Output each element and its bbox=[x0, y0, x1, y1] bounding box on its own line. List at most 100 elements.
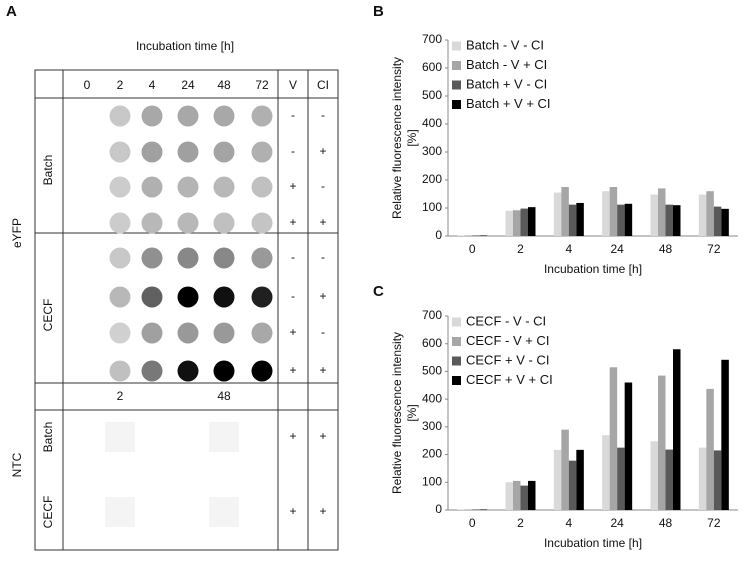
blot-spot bbox=[105, 497, 135, 527]
y-tick-label: 600 bbox=[422, 336, 442, 350]
blot-spot bbox=[141, 141, 163, 163]
x-tick-label: 72 bbox=[707, 242, 721, 256]
x-tick-label: 72 bbox=[707, 516, 721, 530]
legend-swatch bbox=[452, 356, 461, 366]
blot-spot bbox=[209, 422, 239, 452]
x-tick-label: 48 bbox=[659, 516, 673, 530]
ci-sign: + bbox=[319, 144, 326, 158]
y-axis-title: [%] bbox=[405, 129, 419, 146]
panel-label: C bbox=[373, 283, 384, 300]
bar bbox=[698, 447, 707, 510]
blot-spot bbox=[177, 105, 199, 127]
bar bbox=[553, 192, 562, 236]
blot-spot bbox=[109, 360, 131, 382]
bar bbox=[528, 480, 536, 510]
bar bbox=[665, 449, 673, 510]
y-tick-label: 600 bbox=[422, 60, 442, 74]
table-border bbox=[34, 69, 339, 551]
blot-spot bbox=[141, 247, 163, 269]
column-header: V bbox=[289, 78, 297, 92]
blot-spot bbox=[109, 105, 131, 127]
bar bbox=[721, 208, 729, 236]
y-tick-label: 0 bbox=[435, 228, 442, 242]
bar bbox=[561, 187, 569, 236]
blot-spot bbox=[109, 176, 131, 198]
bar bbox=[472, 235, 480, 236]
blot-spot bbox=[109, 322, 131, 344]
blot-spot bbox=[141, 212, 163, 234]
ci-sign: + bbox=[319, 363, 326, 377]
panel-label: A bbox=[6, 3, 17, 20]
blot-spot bbox=[177, 247, 199, 269]
column-header: 48 bbox=[217, 78, 231, 92]
y-tick-label: 500 bbox=[422, 88, 442, 102]
blot-spot bbox=[213, 247, 235, 269]
legend-swatch bbox=[452, 41, 461, 51]
y-tick-label: 200 bbox=[422, 172, 442, 186]
blot-spot bbox=[177, 176, 199, 198]
ci-sign: - bbox=[321, 108, 325, 122]
x-tick-label: 2 bbox=[517, 242, 524, 256]
ci-sign: - bbox=[321, 325, 325, 339]
legend-swatch bbox=[452, 337, 461, 346]
blot-spot bbox=[177, 286, 199, 308]
bar bbox=[624, 382, 633, 510]
v-sign: + bbox=[289, 429, 296, 443]
x-axis-title: Incubation time [h] bbox=[544, 262, 642, 276]
blot-spot bbox=[209, 497, 239, 527]
blot-spot bbox=[141, 105, 163, 127]
bar bbox=[464, 235, 473, 236]
bar bbox=[706, 388, 714, 510]
legend-swatch bbox=[452, 80, 461, 90]
x-axis-title: Incubation time [h] bbox=[544, 536, 642, 550]
table-header: Incubation time [h] bbox=[136, 39, 234, 53]
v-sign: - bbox=[291, 289, 295, 303]
blot-spot bbox=[109, 212, 131, 234]
blot-spot bbox=[109, 247, 131, 269]
bar bbox=[576, 449, 584, 510]
bar bbox=[609, 367, 618, 510]
bar bbox=[713, 206, 722, 236]
blot-spot bbox=[251, 176, 273, 198]
bar bbox=[479, 509, 488, 510]
legend-label: CECF - V + CI bbox=[466, 333, 549, 348]
bar bbox=[568, 460, 577, 510]
y-axis-title: [%] bbox=[405, 404, 419, 421]
legend-label: CECF + V + CI bbox=[466, 372, 553, 387]
y-tick-label: 400 bbox=[422, 391, 442, 405]
bar bbox=[650, 194, 658, 236]
blot-spot bbox=[177, 141, 199, 163]
bar bbox=[602, 435, 610, 510]
blot-spot bbox=[251, 212, 273, 234]
blot-spot bbox=[213, 176, 235, 198]
blot-spot bbox=[177, 322, 199, 344]
section-label: CECF bbox=[41, 496, 55, 529]
column-header: 2 bbox=[117, 78, 124, 92]
v-sign: - bbox=[291, 250, 295, 264]
ci-sign: - bbox=[321, 250, 325, 264]
bar bbox=[617, 447, 625, 510]
bar bbox=[658, 188, 666, 236]
v-sign: - bbox=[291, 144, 295, 158]
x-tick-label: 0 bbox=[469, 242, 476, 256]
bar bbox=[665, 204, 673, 236]
bar bbox=[553, 449, 562, 510]
y-tick-label: 100 bbox=[422, 474, 442, 488]
legend-label: Batch - V - CI bbox=[466, 37, 544, 52]
blot-spot bbox=[109, 141, 131, 163]
bar bbox=[528, 207, 536, 236]
section-label: Batch bbox=[41, 155, 55, 186]
y-tick-label: 200 bbox=[422, 447, 442, 461]
panel-label: B bbox=[373, 3, 384, 20]
blot-spot bbox=[213, 322, 235, 344]
y-tick-label: 500 bbox=[422, 364, 442, 378]
bar bbox=[464, 509, 473, 510]
legend-label: Batch + V + CI bbox=[466, 96, 551, 111]
bar bbox=[520, 208, 528, 236]
section-label: Batch bbox=[41, 422, 55, 453]
bar bbox=[658, 375, 666, 510]
x-tick-label: 0 bbox=[469, 516, 476, 530]
x-tick-label: 4 bbox=[565, 516, 572, 530]
ci-sign: + bbox=[319, 429, 326, 443]
